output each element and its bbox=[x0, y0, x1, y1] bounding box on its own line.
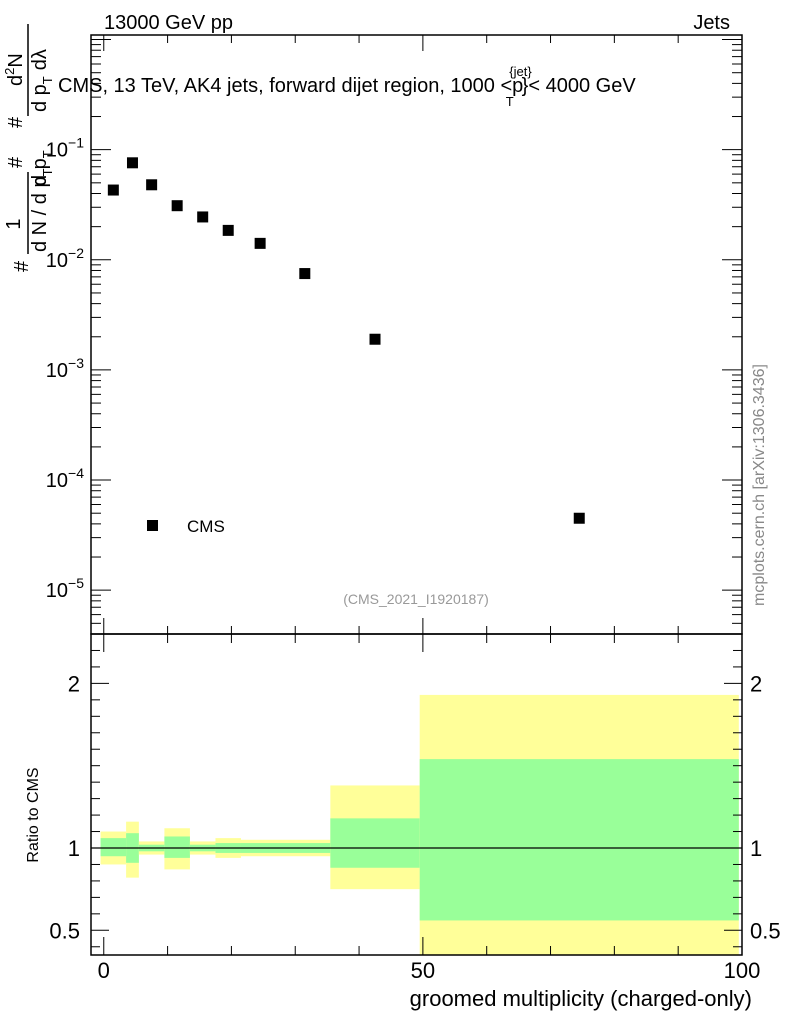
ratio-band-inner-7 bbox=[330, 818, 420, 868]
analysis-id: (CMS_2021_I1920187) bbox=[343, 591, 489, 607]
ratio-band-inner-8 bbox=[419, 759, 739, 921]
xtick-label-1: 50 bbox=[411, 958, 435, 983]
ratio-ytick-label-left-2: 2 bbox=[68, 671, 80, 696]
ratio-ytick-label-right-2: 2 bbox=[750, 671, 762, 696]
ylabel-hash-2: # bbox=[5, 156, 27, 168]
ratio-band-inner-0 bbox=[100, 838, 127, 857]
title-suffix: }< 4000 GeV bbox=[522, 75, 637, 97]
data-point-9 bbox=[573, 512, 585, 524]
ylabel-hash-3: # bbox=[5, 116, 27, 128]
ratio-ytick-label-left-0: 0.5 bbox=[49, 918, 80, 943]
ratio-plot-frame bbox=[90, 633, 743, 956]
ratio-ylabel: Ratio to CMS bbox=[25, 767, 42, 862]
data-point-2 bbox=[146, 179, 158, 191]
title-prefix: CMS, 13 TeV, AK4 jets, forward dijet reg… bbox=[58, 75, 523, 97]
ylabel-hash-1: # bbox=[11, 260, 33, 272]
main-ylabel: # 1 d N / d pT # d pT # d2N d pTdλ bbox=[2, 24, 55, 272]
data-point-0 bbox=[107, 184, 119, 196]
xtick-label-2: 100 bbox=[724, 958, 761, 983]
ylabel-denominator: d N / d pT bbox=[29, 168, 55, 252]
ratio-ytick-label-right-0: 0.5 bbox=[750, 918, 781, 943]
data-point-1 bbox=[126, 157, 138, 169]
xtick-label-0: 0 bbox=[98, 958, 110, 983]
ylabel-dpt: d pT bbox=[29, 150, 55, 186]
title-sup: {jet} bbox=[509, 64, 532, 79]
main-ytick-label-4: 10−5 bbox=[46, 575, 84, 602]
data-point-3 bbox=[171, 200, 183, 212]
main-ytick-label-3: 10−4 bbox=[46, 465, 84, 492]
main-axis-ticks: 10−1 10−2 10−3 10−4 10−5 bbox=[46, 35, 743, 635]
main-ytick-label-1: 10−2 bbox=[46, 245, 84, 272]
ylabel-dpt-dlambda: d pTdλ bbox=[29, 49, 55, 112]
title-sub: T bbox=[506, 94, 514, 109]
main-data-points bbox=[107, 157, 585, 524]
data-point-4 bbox=[197, 211, 209, 223]
main-plot-frame bbox=[90, 34, 743, 635]
data-point-5 bbox=[222, 224, 234, 236]
data-point-6 bbox=[254, 237, 266, 249]
legend-marker bbox=[147, 520, 158, 531]
legend-label: CMS bbox=[187, 517, 225, 536]
data-point-8 bbox=[369, 333, 381, 345]
header-energy: 13000 GeV pp bbox=[104, 12, 233, 34]
ratio-band-inner-3 bbox=[164, 836, 190, 858]
ratio-bands bbox=[91, 694, 742, 955]
ratio-ytick-label-left-1: 1 bbox=[68, 836, 80, 861]
main-ytick-label-2: 10−3 bbox=[46, 355, 84, 382]
data-point-7 bbox=[299, 268, 311, 280]
main-ytick-label-0: 10−1 bbox=[46, 135, 84, 162]
ylabel-d2n: d2N bbox=[2, 53, 27, 86]
ratio-ytick-label-right-1: 1 bbox=[750, 836, 762, 861]
ratio-axis-ticks: 0.5 0.5 1 1 2 2 0 50 100 bbox=[49, 634, 781, 983]
header-category: Jets bbox=[693, 12, 730, 34]
ylabel-one: 1 bbox=[3, 218, 25, 229]
plot-title: CMS, 13 TeV, AK4 jets, forward dijet reg… bbox=[58, 64, 636, 109]
x-axis-title: groomed multiplicity (charged-only) bbox=[410, 986, 752, 1011]
watermark: mcplots.cern.ch [arXiv:1306.3436] bbox=[751, 364, 768, 606]
